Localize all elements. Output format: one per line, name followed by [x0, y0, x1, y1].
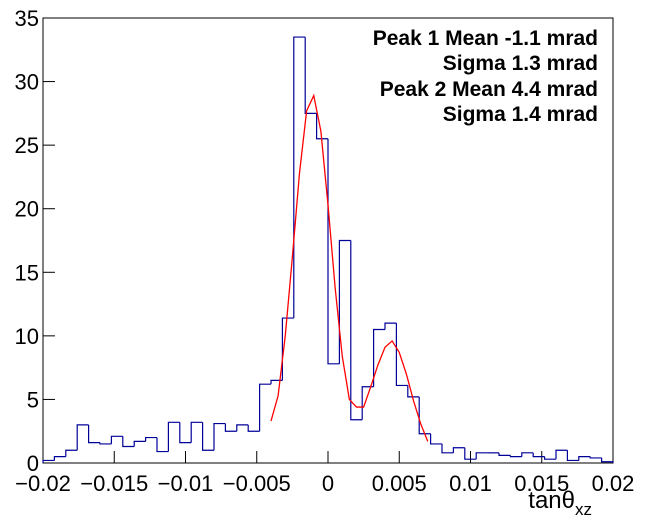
histogram-bin: [167, 421, 180, 452]
y-tick-label: 15: [15, 260, 39, 285]
x-tick-label: −0.015: [80, 471, 148, 496]
histogram-bin: [99, 442, 112, 445]
x-tick-label: 0.01: [449, 471, 492, 496]
y-tick-label: 25: [15, 133, 39, 158]
histogram-bin: [213, 422, 226, 451]
x-tick-label: −0.005: [223, 471, 291, 496]
y-tick-label: 35: [15, 6, 39, 31]
histogram-bin: [373, 328, 385, 387]
x-axis-label-main: tanθ: [528, 487, 575, 514]
y-tick-label: 20: [15, 197, 39, 222]
histogram-bin: [202, 422, 214, 451]
x-tick-label: 0.02: [592, 471, 635, 496]
x-tick-label: 0.015: [514, 471, 569, 496]
annotation: Sigma 1.4 mrad: [443, 103, 598, 126]
histogram-bin: [441, 443, 454, 454]
annotation: Sigma 1.3 mrad: [443, 52, 598, 75]
histogram-bin: [42, 459, 55, 463]
histogram-bin: [76, 424, 89, 451]
histogram-bin: [544, 456, 556, 460]
x-axis-label: tanθxz: [528, 487, 592, 519]
y-tick-label: 30: [15, 70, 39, 95]
histogram-bin: [88, 424, 100, 444]
x-tick-label: −0.01: [158, 471, 214, 496]
histogram-bin: [350, 240, 363, 421]
histogram-bin: [395, 323, 408, 387]
y-tick-label: 0: [27, 451, 39, 476]
histogram-bin: [430, 433, 442, 445]
histogram-bin: [224, 423, 237, 432]
histogram-bin: [566, 450, 579, 462]
histogram-bin: [407, 385, 420, 398]
histogram-bin: [327, 138, 340, 365]
histogram-bin: [179, 422, 192, 444]
y-tick-label: 5: [27, 387, 39, 412]
histogram-bin: [133, 440, 146, 447]
histogram-bin: [270, 379, 283, 385]
annotation: Peak 1 Mean -1.1 mrad: [373, 27, 598, 50]
histogram-bin: [293, 36, 306, 319]
histogram-bin: [601, 457, 614, 463]
fit-curve: [270, 93, 429, 442]
histogram-bin: [110, 435, 123, 444]
histogram-bin: [304, 37, 317, 114]
histogram-bin: [521, 452, 534, 457]
histogram-bin: [247, 424, 260, 432]
histogram-bin: [589, 456, 602, 459]
histogram-bin: [452, 447, 465, 453]
histogram-bin: [555, 449, 568, 460]
histogram-bin: [190, 421, 203, 443]
histogram-bin: [236, 424, 249, 432]
x-tick-label: 0.005: [372, 471, 427, 496]
histogram-bin: [156, 437, 169, 453]
x-tick-label: 0: [322, 471, 334, 496]
histogram-bin: [122, 436, 135, 448]
x-axis-label-sub: xz: [575, 500, 592, 519]
histogram-bin: [464, 447, 477, 460]
histogram-bin: [475, 452, 488, 460]
x-tick-label: −0.02: [15, 471, 71, 496]
histogram-bin: [532, 452, 545, 458]
histogram-bin: [418, 396, 431, 435]
histogram-bin: [498, 452, 511, 456]
annotation: Peak 2 Mean 4.4 mrad: [380, 78, 598, 101]
histogram-bin: [65, 449, 78, 457]
y-tick-label: 10: [15, 324, 39, 349]
histogram-bin: [145, 436, 157, 442]
histogram-bin: [384, 322, 397, 330]
histogram-bin: [53, 456, 66, 461]
histogram-bin: [259, 383, 271, 432]
histogram-bin: [361, 386, 374, 420]
histogram-bin: [316, 113, 328, 140]
histogram-bin: [578, 456, 591, 461]
histogram-bin: [509, 455, 522, 458]
